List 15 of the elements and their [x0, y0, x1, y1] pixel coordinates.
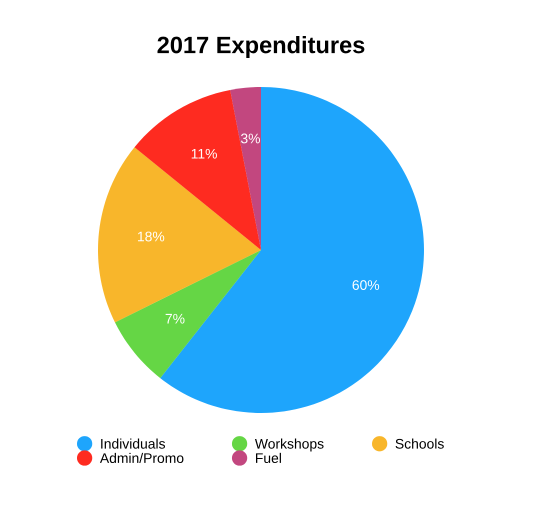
- pie-slice: [98, 147, 261, 322]
- data-label: 60%: [352, 280, 380, 290]
- data-label: 7%: [166, 314, 185, 324]
- pie-slice: [230, 87, 261, 250]
- chart-title: 2017 Expenditures: [157, 36, 364, 58]
- data-label: 11%: [192, 148, 217, 159]
- legend-label: Admin/Promo: [100, 452, 184, 464]
- legend-label: Schools: [396, 438, 444, 449]
- pie-slice: [134, 90, 261, 250]
- data-label: 18%: [138, 232, 164, 242]
- data-label: 3%: [240, 134, 260, 144]
- legend-label: Workshops: [254, 438, 324, 452]
- legend-label: Individuals: [101, 438, 166, 449]
- pie-slice: [114, 250, 261, 378]
- legend-label: Fuel: [256, 452, 281, 464]
